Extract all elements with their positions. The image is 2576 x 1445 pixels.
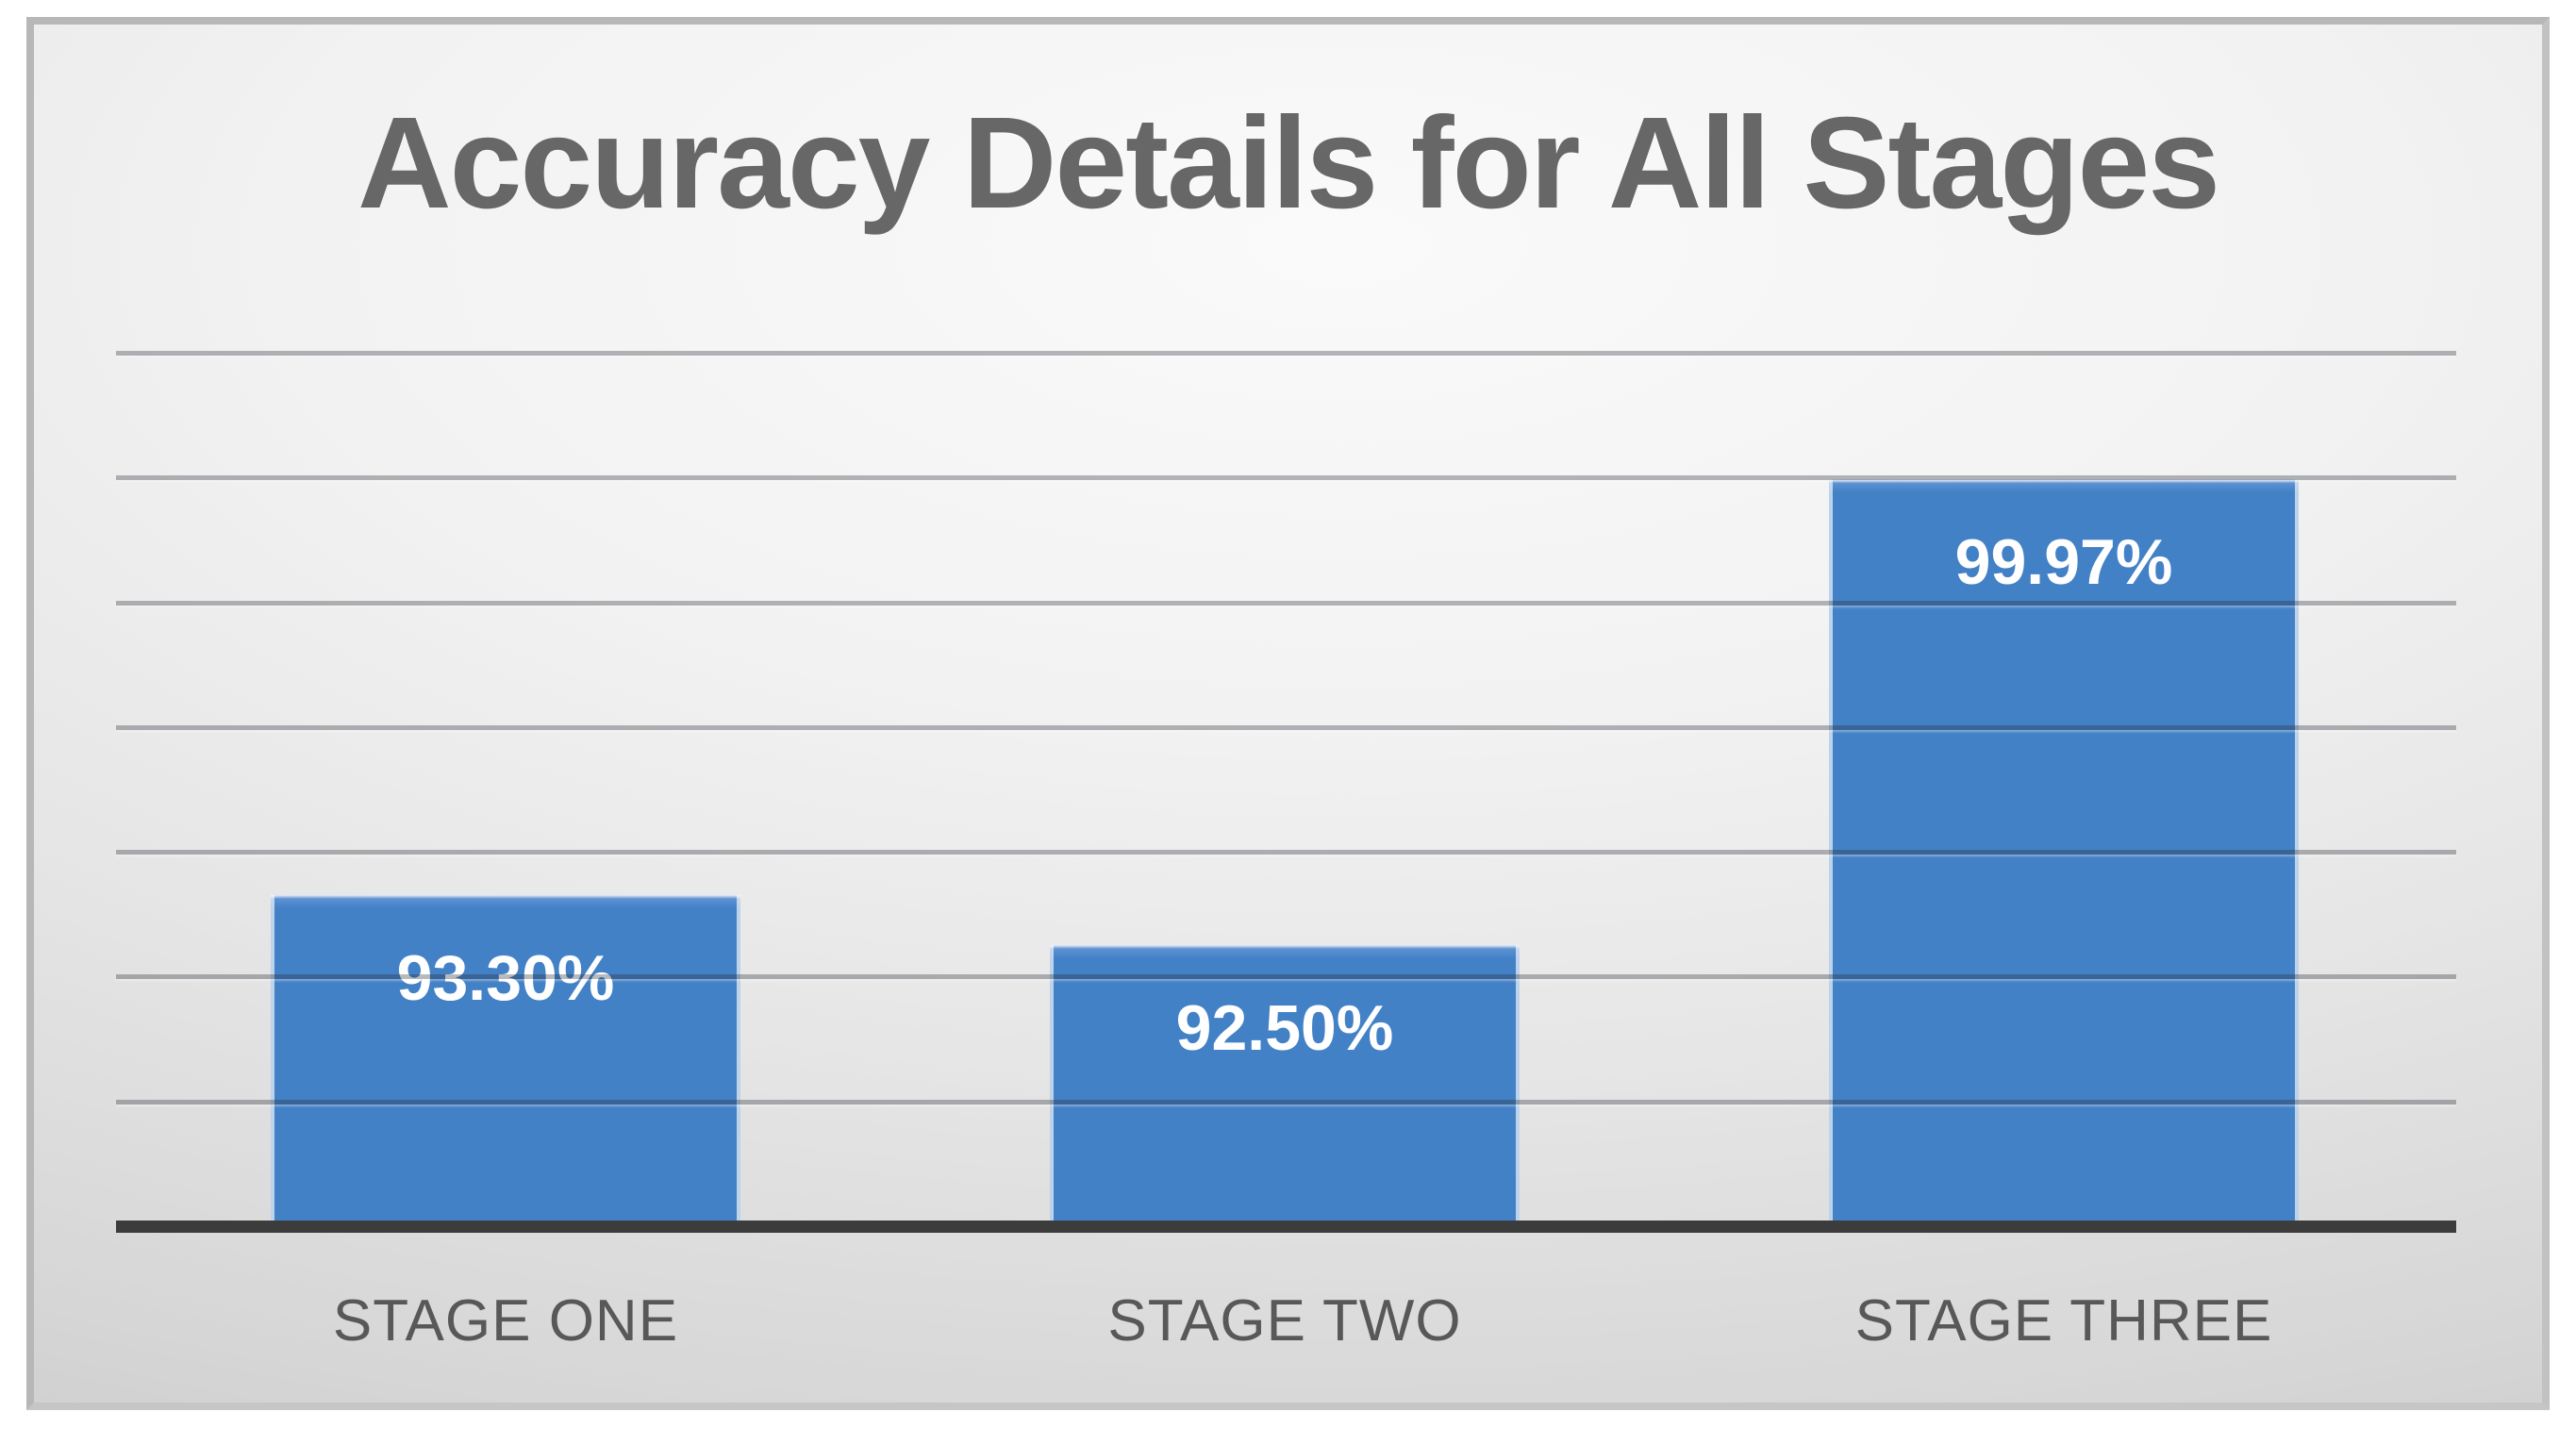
bar-stage-two: 92.50% <box>1050 945 1520 1221</box>
bar-value-label-stage-one: 93.30% <box>396 942 615 1014</box>
bar-stage-one: 93.30% <box>271 895 740 1221</box>
gridline <box>116 475 2456 480</box>
bar-stage-three: 99.97% <box>1829 479 2299 1221</box>
x-axis-line <box>116 1221 2456 1233</box>
gridline <box>116 725 2456 730</box>
gridline <box>116 351 2456 356</box>
bar-value-label-stage-two: 92.50% <box>1175 992 1394 1064</box>
chart-title: Accuracy Details for All Stages <box>357 91 2220 236</box>
category-label-stage-one: STAGE ONE <box>332 1288 679 1354</box>
gridline <box>116 850 2456 855</box>
gridline <box>116 974 2456 979</box>
bar-value-label-stage-three: 99.97% <box>1954 526 2173 598</box>
gridline <box>116 601 2456 606</box>
category-label-stage-three: STAGE THREE <box>1854 1288 2273 1354</box>
gridline <box>116 1100 2456 1105</box>
category-label-stage-two: STAGE TWO <box>1107 1288 1462 1354</box>
chart-frame: Accuracy Details for All Stages 93.30% 9… <box>26 17 2550 1410</box>
